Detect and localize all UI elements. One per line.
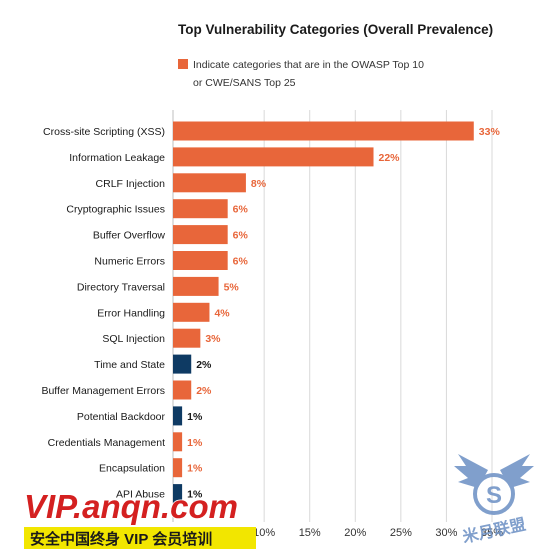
x-tick-label: 35% [481, 527, 503, 539]
x-tick-label: 20% [344, 527, 366, 539]
legend-label-line-2: or CWE/SANS Top 25 [193, 77, 296, 89]
value-label: 2% [196, 385, 212, 397]
value-label: 8% [251, 178, 267, 190]
bar [173, 173, 246, 193]
value-label: 22% [379, 152, 401, 164]
bar [173, 406, 183, 426]
x-tick-label: 25% [390, 527, 412, 539]
value-label: 5% [224, 281, 240, 293]
watermark-logo-wing-left [454, 454, 488, 488]
bar [173, 251, 228, 270]
bar [173, 328, 201, 348]
watermark: VIP.anqn.com 安全中国终身 VIP 会员培训 S 米月联盟 [23, 454, 534, 549]
category-label: CRLF Injection [96, 178, 166, 190]
category-label: Error Handling [97, 307, 165, 319]
watermark-banner-bg [24, 527, 256, 549]
bar [173, 276, 219, 296]
value-label: 3% [205, 333, 221, 345]
watermark-logo: S 米月联盟 [454, 454, 534, 546]
x-tick-label: 30% [435, 527, 457, 539]
bar [173, 380, 192, 400]
category-label: Time and State [94, 359, 165, 371]
bar [173, 458, 183, 478]
value-label: 1% [187, 411, 203, 423]
value-label: 6% [233, 230, 249, 242]
category-label: API Abuse [116, 489, 165, 501]
bar [173, 199, 228, 219]
x-axis-ticks: 10% 15% 20% 25% 30% 35% [253, 527, 503, 539]
value-label: 4% [214, 307, 230, 319]
watermark-banner-text: 安全中国终身 VIP 会员培训 [30, 530, 212, 548]
chart-title: Top Vulnerability Categories (Overall Pr… [178, 22, 493, 37]
category-label: Buffer Management Errors [41, 385, 165, 397]
legend-label-line-1: Indicate categories that are in the OWAS… [193, 59, 424, 71]
bars [173, 121, 474, 504]
watermark-logo-circle [473, 473, 515, 515]
legend: Indicate categories that are in the OWAS… [178, 59, 424, 89]
bar [173, 354, 192, 374]
category-label: Potential Backdoor [77, 411, 166, 423]
x-tick-label: 10% [253, 527, 275, 539]
category-label: Directory Traversal [77, 281, 165, 293]
watermark-logo-wing-right [500, 454, 534, 488]
category-label: Cross-site Scripting (XSS) [43, 126, 165, 138]
bar [173, 121, 474, 141]
value-label: 33% [479, 126, 501, 138]
legend-swatch [178, 59, 188, 69]
watermark-logo-text: 米月联盟 [461, 515, 528, 547]
category-label: Cryptographic Issues [66, 204, 165, 216]
category-label: Encapsulation [99, 463, 165, 475]
value-label: 2% [196, 359, 212, 371]
value-label: 1% [187, 463, 203, 475]
category-label: Buffer Overflow [93, 230, 166, 242]
category-label: Numeric Errors [94, 256, 165, 268]
category-label: Information Leakage [69, 152, 165, 164]
watermark-logo-letter: S [486, 482, 502, 509]
bar [173, 225, 228, 245]
value-label: 1% [187, 489, 203, 501]
bar [173, 432, 183, 452]
bar [173, 147, 374, 167]
bar [173, 484, 183, 504]
value-label: 6% [233, 204, 249, 216]
value-labels: 33% 22% 8% 6% 6% 6% 5% 4% 3% 2% 2% 1% 1% 1% 1% [187, 126, 500, 501]
category-labels: Cross-site Scripting (XSS) Information Le… [41, 126, 165, 501]
value-label: 1% [187, 437, 203, 449]
value-label: 6% [233, 256, 249, 268]
category-label: Credentials Management [48, 437, 165, 449]
category-label: SQL Injection [102, 333, 165, 345]
watermark-url: VIP.anqn.com [24, 488, 238, 525]
bar [173, 302, 210, 322]
x-tick-label: 15% [299, 527, 321, 539]
